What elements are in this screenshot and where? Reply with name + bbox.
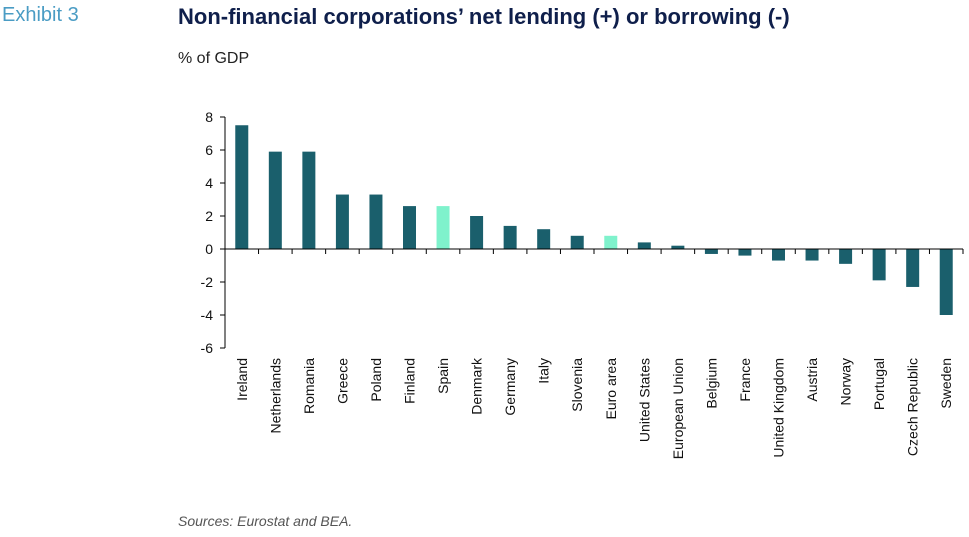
y-tick-label: -4 bbox=[201, 307, 214, 323]
bar-greece bbox=[335, 194, 349, 249]
bar-finland bbox=[403, 206, 416, 249]
x-category-label: European Union bbox=[670, 358, 686, 459]
x-category-label: Euro area bbox=[603, 358, 619, 420]
y-tick-label: 4 bbox=[205, 175, 213, 191]
x-category-label: Italy bbox=[536, 358, 552, 384]
bar-united-kingdom bbox=[772, 249, 785, 261]
bar-belgium bbox=[704, 249, 718, 254]
bar-spain bbox=[436, 206, 450, 249]
bar-italy bbox=[537, 229, 551, 249]
source-note: Sources: Eurostat and BEA. bbox=[178, 513, 353, 529]
x-category-label: Austria bbox=[804, 358, 820, 402]
exhibit-label: Exhibit 3 bbox=[2, 4, 79, 26]
y-axis: 8 6 4 2 0 -2 -4 -6 bbox=[201, 109, 226, 356]
x-category-label: Norway bbox=[838, 358, 854, 405]
x-category-label: Ireland bbox=[234, 358, 250, 401]
y-tick-label: -6 bbox=[201, 340, 214, 356]
y-tick-label: -2 bbox=[201, 274, 214, 290]
x-category-label: Finland bbox=[402, 358, 418, 404]
chart-subtitle: % of GDP bbox=[178, 50, 250, 67]
bar-ireland bbox=[235, 125, 249, 249]
y-tick-label: 6 bbox=[205, 142, 213, 158]
bar-austria bbox=[805, 249, 819, 261]
x-category-label: Germany bbox=[502, 358, 518, 416]
bar-norway bbox=[839, 249, 853, 264]
x-category-label: Greece bbox=[334, 358, 350, 404]
bar-france bbox=[738, 249, 752, 256]
x-category-label: Belgium bbox=[703, 358, 719, 409]
x-category-label: Netherlands bbox=[267, 358, 283, 434]
bar-sweden bbox=[939, 249, 953, 315]
x-category-label: Sweden bbox=[938, 358, 954, 409]
bars bbox=[235, 125, 953, 315]
bar-romania bbox=[302, 151, 316, 249]
x-category-label: United Kingdom bbox=[771, 358, 787, 458]
y-tick-label: 8 bbox=[205, 109, 213, 125]
x-axis: Ireland Netherlands Romania Greece Poland Fin… bbox=[224, 248, 964, 459]
bar-portugal bbox=[872, 249, 886, 281]
x-category-label: Poland bbox=[368, 358, 384, 402]
x-category-label: Czech Republic bbox=[905, 358, 921, 456]
x-category-label: Spain bbox=[435, 358, 451, 394]
y-tick-label: 0 bbox=[205, 241, 213, 257]
x-category-label: Portugal bbox=[871, 358, 887, 410]
x-category-label: Denmark bbox=[469, 357, 485, 415]
bar-denmark bbox=[470, 216, 484, 249]
chart-title: Non-financial corporations’ net lending … bbox=[178, 4, 790, 29]
y-tick-label: 2 bbox=[205, 208, 213, 224]
x-category-label: Slovenia bbox=[569, 358, 585, 412]
bar-euro-area bbox=[604, 235, 618, 249]
bar-united-states bbox=[637, 242, 651, 249]
x-category-label: United States bbox=[636, 358, 652, 442]
bar-netherlands bbox=[268, 151, 282, 249]
bar-slovenia bbox=[570, 235, 584, 249]
bar-czech-republic bbox=[906, 249, 920, 287]
x-category-label: Romania bbox=[301, 358, 317, 414]
bar-poland bbox=[369, 194, 383, 249]
x-category-label: France bbox=[737, 358, 753, 402]
bar-germany bbox=[503, 225, 517, 249]
bar-european-union bbox=[671, 245, 685, 249]
